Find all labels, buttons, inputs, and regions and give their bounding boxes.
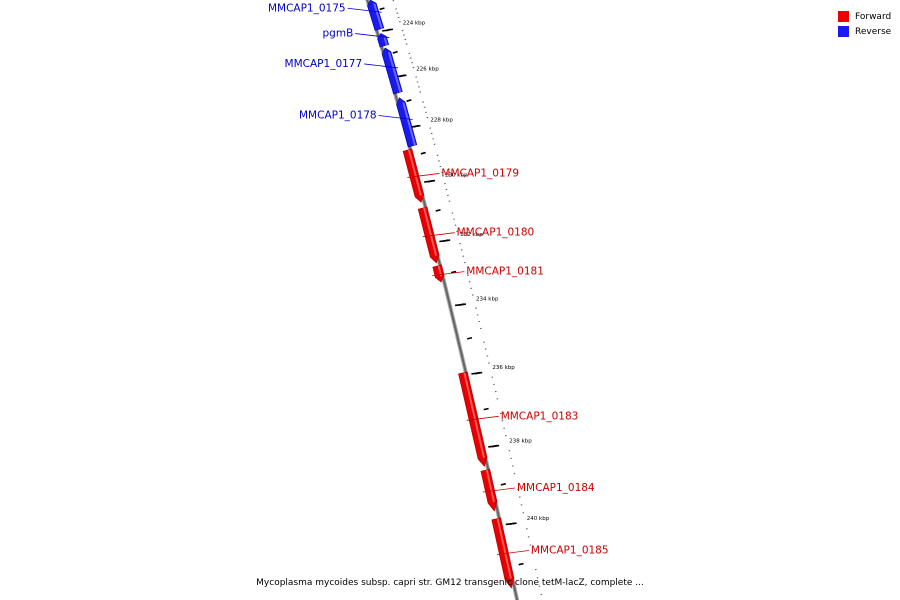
gene-arrow-mmcap1_0180[interactable]	[417, 206, 440, 264]
gene-arrow-mmcap1_0179[interactable]	[402, 148, 425, 203]
gene-leader-line	[355, 33, 390, 38]
gene-label-mmcap1_0184[interactable]: MMCAP1_0184	[517, 482, 595, 494]
gene-leader-line	[378, 115, 413, 120]
scale-tick-label: 230 kbp	[445, 173, 468, 179]
major-tick	[420, 151, 426, 155]
gene-highlight	[463, 372, 485, 458]
major-tick	[518, 562, 524, 566]
gene-leader-line	[482, 487, 516, 493]
gene-highlight	[383, 36, 388, 46]
sequence-caption: Mycoplasma mycoides subsp. capri str. GM…	[256, 578, 644, 588]
reverse-swatch	[838, 26, 849, 37]
gene-leader-line	[466, 415, 499, 421]
scale-tick-label: 236 kbp	[492, 365, 515, 371]
major-tick	[483, 407, 489, 411]
major-tick	[466, 336, 473, 340]
legend-reverse-label: Reverse	[855, 26, 892, 37]
strand-legend: Forward Reverse	[838, 9, 891, 39]
gene-highlight	[496, 518, 512, 579]
legend-forward-label: Forward	[855, 11, 892, 22]
gene-arrow-mmcap1_0183[interactable]	[458, 371, 488, 468]
gene-label-pgmb[interactable]: pgmB	[323, 28, 354, 40]
gene-leader-line	[422, 232, 455, 238]
gene-label-mmcap1_0183[interactable]: MMCAP1_0183	[501, 410, 579, 422]
scale-tick-mark	[382, 28, 394, 32]
forward-swatch	[838, 11, 849, 22]
major-tick	[500, 483, 506, 486]
scale-tick-label: 224 kbp	[403, 20, 426, 26]
major-tick	[379, 7, 385, 11]
gene-arrow-mmcap1_0181[interactable]	[432, 264, 445, 283]
scale-tick-label: 240 kbp	[527, 516, 550, 522]
gene-arrow-mmcap1_0185[interactable]	[491, 517, 515, 589]
gene-label-mmcap1_0178[interactable]: MMCAP1_0178	[299, 109, 377, 121]
gene-leader-line	[432, 271, 465, 277]
gene-features	[367, 0, 515, 589]
gene-label-mmcap1_0185[interactable]: MMCAP1_0185	[531, 545, 609, 557]
major-tick	[392, 50, 398, 54]
major-tick	[435, 208, 441, 212]
scale-tick-mark	[471, 371, 483, 375]
gene-highlight	[387, 51, 402, 93]
legend-reverse: Reverse	[838, 24, 891, 39]
scale-ticks: 224 kbp 226 kbp 228 kbp 230 kbp 232 kbp 234 k…	[379, 0, 550, 596]
scale-tick-mark	[454, 303, 467, 307]
gene-highlight	[373, 3, 383, 29]
gene-label-mmcap1_0175[interactable]: MMCAP1_0175	[268, 2, 346, 14]
gene-arrow-mmcap1_0184[interactable]	[480, 468, 498, 512]
gene-arrow-mmcap1_0178[interactable]	[396, 97, 418, 148]
scale-tick-mark	[488, 444, 500, 448]
gene-highlight	[423, 207, 438, 256]
scale-tick-mark	[505, 522, 517, 526]
major-tick	[450, 270, 457, 274]
major-tick	[406, 99, 412, 102]
gene-label-mmcap1_0181[interactable]: MMCAP1_0181	[466, 266, 544, 278]
scale-tick-label: 234 kbp	[476, 296, 499, 302]
scale-tick-mark	[439, 239, 451, 243]
gene-leader-line	[347, 7, 382, 13]
gene-leader-line	[364, 63, 399, 69]
gene-highlight	[485, 469, 495, 503]
scale-tick-label: 238 kbp	[509, 438, 532, 444]
gene-label-mmcap1_0180[interactable]: MMCAP1_0180	[457, 227, 535, 239]
gene-leader-line	[407, 173, 440, 178]
gene-leader-line	[496, 550, 529, 555]
gene-arrow-mmcap1_0177[interactable]	[381, 47, 403, 95]
gene-arrow-pgmb[interactable]	[377, 33, 390, 48]
scale-tick-label: 232 kbp	[460, 232, 483, 238]
scale-tick-label: 228 kbp	[430, 117, 453, 123]
gene-highlight	[407, 149, 422, 196]
legend-forward: Forward	[838, 9, 891, 24]
scale-tick-label: 226 kbp	[416, 67, 439, 73]
gene-label-mmcap1_0177[interactable]: MMCAP1_0177	[285, 58, 363, 70]
gene-highlight	[402, 102, 416, 146]
gene-label-mmcap1_0179[interactable]: MMCAP1_0179	[441, 167, 519, 179]
gene-arrow-mmcap1_0175[interactable]	[367, 0, 385, 31]
scale-tick-mark	[424, 179, 436, 183]
gene-labels: MMCAP1_0175 pgmB MMCAP1_0177 MMCAP1_0178 MMC…	[268, 2, 609, 556]
